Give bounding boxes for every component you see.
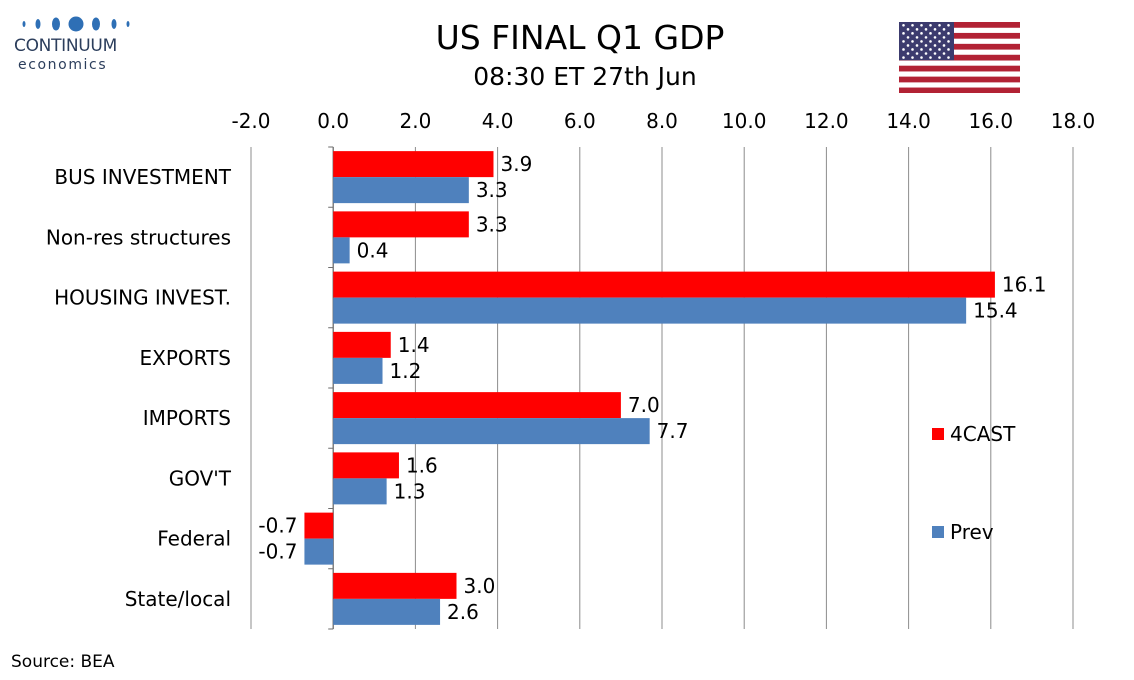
category-label: HOUSING INVEST. bbox=[54, 286, 231, 310]
category-label: State/local bbox=[125, 587, 231, 611]
x-tick-label: 14.0 bbox=[886, 109, 931, 133]
source-note: Source: BEA bbox=[11, 652, 115, 672]
x-tick-label: 0.0 bbox=[317, 109, 349, 133]
data-label: 1.6 bbox=[406, 453, 438, 477]
category-label: Federal bbox=[157, 527, 231, 551]
x-tick-label: 6.0 bbox=[564, 109, 596, 133]
data-label: 3.0 bbox=[464, 574, 496, 598]
bar-4cast bbox=[333, 151, 494, 178]
continuum-economics-logo: CONTINUUM economics bbox=[10, 12, 140, 76]
data-label: -0.7 bbox=[258, 514, 297, 538]
bar-prev bbox=[333, 478, 387, 505]
data-label: 3.3 bbox=[476, 212, 508, 236]
bar-prev bbox=[333, 357, 383, 384]
logo-name: CONTINUUM bbox=[14, 36, 117, 56]
bar-4cast bbox=[304, 512, 334, 539]
x-tick-label: 2.0 bbox=[399, 109, 431, 133]
data-label: -0.7 bbox=[258, 540, 297, 564]
bar-prev bbox=[333, 297, 967, 324]
category-label: IMPORTS bbox=[143, 406, 231, 430]
data-label: 3.9 bbox=[500, 152, 532, 176]
bar-4cast bbox=[333, 452, 399, 479]
category-label: BUS INVESTMENT bbox=[54, 165, 231, 189]
data-label: 1.2 bbox=[390, 359, 422, 383]
data-label: 1.3 bbox=[394, 479, 426, 503]
bar-4cast bbox=[333, 211, 469, 238]
x-tick-label: 4.0 bbox=[482, 109, 514, 133]
legend-label: 4CAST bbox=[950, 422, 1016, 446]
logo-dots-icon bbox=[22, 16, 130, 32]
data-label: 1.4 bbox=[398, 333, 430, 357]
data-label: 7.0 bbox=[628, 393, 660, 417]
x-tick-label: 12.0 bbox=[804, 109, 849, 133]
bar-prev bbox=[333, 237, 350, 264]
chart-title: US FINAL Q1 GDP bbox=[435, 18, 725, 57]
x-tick-label: -2.0 bbox=[231, 109, 270, 133]
data-label: 3.3 bbox=[476, 178, 508, 202]
legend-swatch bbox=[932, 428, 944, 440]
bar-4cast bbox=[333, 331, 391, 358]
us-flag-icon bbox=[899, 22, 1020, 93]
category-label: EXPORTS bbox=[140, 346, 232, 370]
data-label: 7.7 bbox=[657, 419, 689, 443]
data-label: 16.1 bbox=[1002, 273, 1047, 297]
x-tick-label: 10.0 bbox=[722, 109, 767, 133]
chart-subtitle: 08:30 ET 27th Jun bbox=[473, 62, 697, 91]
bar-prev bbox=[333, 598, 441, 625]
x-tick-label: 8.0 bbox=[646, 109, 678, 133]
x-tick-label: 16.0 bbox=[969, 109, 1014, 133]
x-tick-label: 18.0 bbox=[1051, 109, 1096, 133]
legend-label: Prev bbox=[950, 520, 994, 544]
data-label: 2.6 bbox=[447, 600, 479, 624]
bar-prev bbox=[333, 418, 650, 445]
bar-prev bbox=[304, 538, 334, 565]
category-label: GOV'T bbox=[169, 466, 232, 490]
data-label: 0.4 bbox=[357, 238, 389, 262]
bar-4cast bbox=[333, 392, 621, 419]
legend-swatch bbox=[932, 526, 944, 538]
bar-prev bbox=[333, 177, 469, 204]
bar-4cast bbox=[333, 271, 995, 298]
data-label: 15.4 bbox=[973, 299, 1018, 323]
logo-tagline: economics bbox=[18, 57, 108, 73]
category-label: Non-res structures bbox=[46, 225, 231, 249]
bar-4cast bbox=[333, 572, 457, 599]
